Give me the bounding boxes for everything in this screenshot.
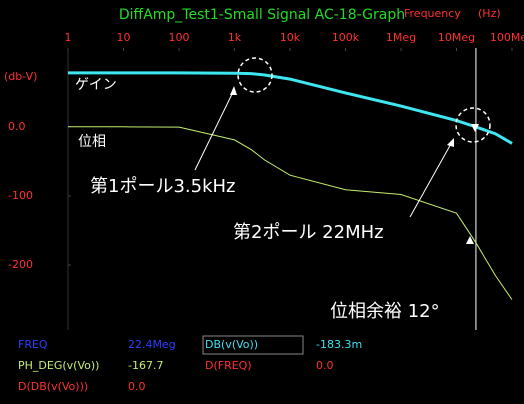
chart-title: DiffAmp_Test1-Small Signal AC-18-Graph [119, 7, 405, 23]
x-axis-unit: (Hz) [478, 7, 501, 20]
annotation: 位相余裕 12° [330, 301, 440, 322]
readout: D(FREQ) [205, 359, 252, 372]
readout: -183.3m [316, 338, 362, 351]
arrow-head [447, 138, 454, 147]
readout: 22.4Meg [128, 338, 176, 351]
arrow-head [230, 86, 237, 95]
series-line [68, 71, 513, 145]
readout: D(DB(v(Vo))) [18, 380, 88, 393]
x-tick-label: 10k [280, 31, 301, 44]
x-tick-label: 1 [65, 31, 72, 44]
y-tick-label: 0.0 [8, 120, 26, 133]
y-axis-label: (db-V) [4, 70, 37, 83]
annotation: 第1ポール3.5kHz [90, 176, 236, 197]
annotation: 第2ポール 22MHz [233, 222, 384, 243]
highlight-circle [237, 57, 273, 93]
series-label: 位相 [78, 134, 106, 150]
x-tick-label: 100 [169, 31, 190, 44]
series-line [68, 126, 513, 300]
x-tick-label: 100Meg [490, 31, 524, 44]
x-tick-label: 1Meg [386, 31, 416, 44]
readout: 0.0 [128, 380, 146, 393]
readout: -167.7 [128, 359, 163, 372]
x-tick-label: 10Meg [438, 31, 475, 44]
x-tick-label: 1k [228, 31, 242, 44]
x-tick-label: 10 [117, 31, 131, 44]
readout: 0.0 [316, 359, 334, 372]
series-label: ゲイン [75, 77, 117, 93]
y-tick-label: -100 [8, 189, 33, 202]
readout: DB(v(Vo)) [205, 338, 258, 351]
x-tick-label: 100k [332, 31, 360, 44]
y-tick-label: -200 [8, 258, 33, 271]
readout-box [202, 335, 304, 355]
readout: FREQ [18, 338, 48, 351]
highlight-circle [455, 107, 491, 143]
arrow [194, 89, 235, 171]
x-axis-label: Frequency [404, 7, 461, 20]
readout: PH_DEG(v(Vo)) [18, 359, 99, 372]
arrow [409, 141, 453, 218]
arrow-head [471, 124, 479, 132]
arrow-head [466, 236, 474, 244]
